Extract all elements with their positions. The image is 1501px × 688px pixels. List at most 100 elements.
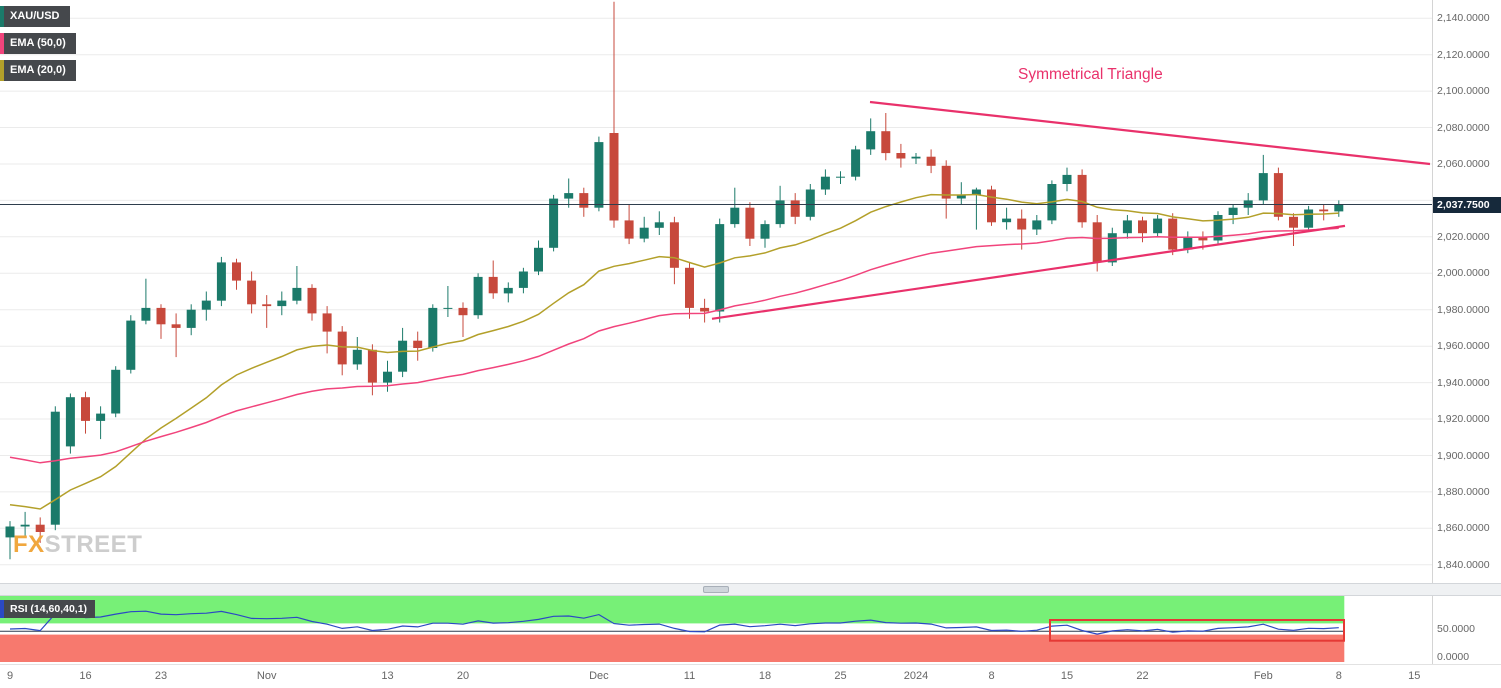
candle-body: [745, 207, 755, 239]
symbol-badge[interactable]: XAU/USD: [0, 6, 70, 27]
candle-body: [65, 397, 75, 447]
candle-body: [383, 371, 392, 383]
candle-body: [50, 411, 60, 525]
rsi-label: RSI (14,60,40,1): [10, 603, 88, 615]
fxstreet-watermark: FXSTREET: [13, 531, 142, 559]
candle-body: [1032, 220, 1042, 230]
candle-body: [1107, 233, 1117, 263]
candle-body: [549, 198, 559, 248]
triangle-lower-line: [711, 224, 1346, 320]
time-axis-label: 18: [758, 670, 772, 682]
rsi-axis-label: 0.0000: [1437, 651, 1470, 663]
time-axis[interactable]: 9 16 23 Nov 13 20 Dec 11 18 25 2024 8 15 22 Feb 8 15: [0, 664, 1501, 688]
candle-body: [398, 340, 408, 372]
time-axis-label: 2024: [903, 670, 929, 682]
candle-body: [1183, 236, 1193, 250]
triangle-upper-line: [869, 100, 1431, 166]
candle-body: [1077, 174, 1087, 223]
time-axis-label: 25: [834, 670, 847, 682]
price-axis-label: 1,920.0000: [1437, 413, 1490, 425]
candle-body: [1304, 209, 1314, 228]
candle-body: [1062, 174, 1072, 184]
ema20-label: EMA (20,0): [10, 64, 66, 76]
candle-body: [458, 307, 468, 316]
axis-separator: [1432, 0, 1433, 688]
time-axis-label: 8: [1335, 670, 1342, 682]
rsi-axis-label: 50.0000: [1437, 623, 1475, 635]
time-axis-label: 15: [1060, 670, 1074, 682]
time-axis-label: Dec: [589, 670, 609, 682]
price-axis-label: 1,980.0000: [1437, 303, 1490, 316]
candle-body: [1122, 220, 1132, 234]
time-axis-label: 16: [79, 670, 92, 682]
ema50-indicator-badge[interactable]: EMA (50,0): [0, 33, 76, 54]
candle-body: [715, 224, 725, 312]
rsi-color-strip-icon: [0, 600, 4, 618]
candle-body: [956, 194, 966, 199]
watermark-street-text: STREET: [44, 531, 143, 558]
candle-body: [518, 271, 528, 288]
candle-body: [232, 262, 241, 281]
candle-body: [911, 156, 921, 159]
candle-body: [1153, 218, 1163, 234]
splitter-grip-icon[interactable]: [703, 586, 729, 593]
candle-body: [760, 224, 770, 239]
candle-body: [307, 287, 317, 314]
rsi-highlight-box: [1049, 619, 1345, 642]
current-price-badge: 2,037.7500: [1433, 196, 1501, 213]
legend: XAU/USD EMA (50,0) EMA (20,0): [0, 6, 76, 87]
price-axis-label: 2,140.0000: [1437, 12, 1490, 25]
symbol-color-strip-icon: [0, 6, 4, 27]
candle-body: [443, 307, 453, 309]
time-axis-label: 23: [154, 670, 168, 682]
price-axis-label: 1,960.0000: [1437, 340, 1490, 353]
time-axis-label: 13: [381, 670, 394, 682]
candle-body: [836, 176, 845, 178]
time-axis-label: 15: [1408, 670, 1421, 682]
pane-splitter[interactable]: [0, 583, 1501, 596]
time-axis-label: 22: [1136, 670, 1149, 682]
candle-body: [201, 300, 211, 310]
time-axis-label: 20: [456, 670, 470, 682]
candle-body: [111, 369, 121, 414]
candle-body: [247, 280, 257, 305]
main-chart-pane[interactable]: [0, 0, 1432, 583]
rsi-overbought-band: [0, 596, 1345, 624]
price-axis-label: 2,060.0000: [1437, 158, 1490, 170]
price-axis-label: 1,940.0000: [1437, 376, 1490, 389]
rsi-indicator-badge[interactable]: RSI (14,60,40,1): [0, 600, 96, 618]
candle-body: [639, 227, 649, 239]
candle-body: [96, 413, 106, 421]
candle-body: [488, 276, 498, 294]
ema20-indicator-badge[interactable]: EMA (20,0): [0, 60, 76, 81]
candle-body: [866, 131, 876, 150]
candle-body: [730, 207, 740, 225]
candle-body: [1289, 216, 1298, 228]
candle-body: [171, 324, 181, 328]
candle-body: [428, 307, 438, 348]
candle-body: [1138, 220, 1147, 234]
candlestick-chart-canvas[interactable]: [0, 0, 1432, 583]
candle-body: [669, 222, 679, 268]
price-axis-label: 1,900.0000: [1437, 449, 1490, 462]
ema20-color-strip-icon: [0, 60, 4, 81]
candle-body: [473, 276, 483, 316]
candle-body: [1334, 204, 1344, 212]
candle-body: [503, 287, 513, 294]
price-axis-label: 2,120.0000: [1437, 48, 1490, 61]
time-axis-label: 11: [683, 670, 696, 682]
ema50-label: EMA (50,0): [10, 37, 66, 49]
ema50-color-strip-icon: [0, 33, 4, 54]
candle-body: [1319, 209, 1329, 212]
candle-body: [352, 349, 362, 365]
candle-body: [700, 307, 710, 312]
rsi-pane[interactable]: [0, 596, 1432, 664]
price-axis[interactable]: 2,140.0000 2,120.0000 2,100.0000 2,080.0000…: [1433, 0, 1501, 583]
price-axis-label: 2,100.0000: [1437, 85, 1490, 98]
candle-body: [987, 189, 996, 223]
time-axis-label: 8: [988, 670, 995, 682]
candle-body: [820, 176, 830, 190]
rsi-chart-canvas[interactable]: [0, 596, 1432, 664]
price-axis-label: 1,880.0000: [1437, 485, 1490, 498]
